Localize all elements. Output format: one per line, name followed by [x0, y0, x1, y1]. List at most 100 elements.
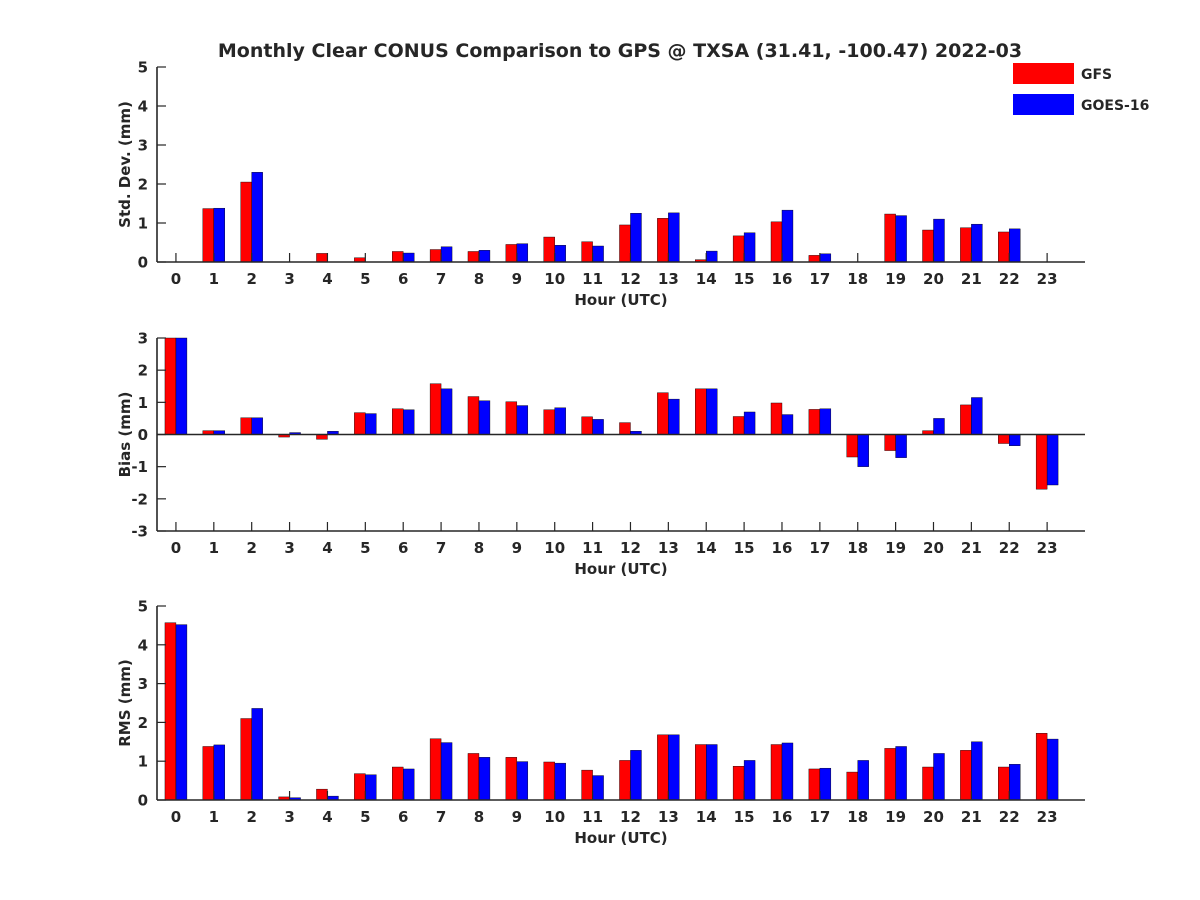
bar-gfs-hour-22: [998, 766, 1010, 801]
x-tick-label: 14: [696, 539, 717, 557]
x-tick-label: 4: [322, 270, 332, 288]
y-tick-label: 1: [138, 394, 148, 412]
bar-gfs-hour-2: [240, 718, 252, 801]
bar-goes-16-hour-11: [592, 245, 604, 263]
bar-goes-16-hour-1: [213, 207, 226, 263]
bar-gfs-hour-9: [505, 244, 518, 263]
bar-goes-16-hour-16: [781, 742, 794, 801]
x-tick-label: 11: [582, 808, 603, 826]
bar-gfs-hour-12: [619, 224, 631, 263]
y-tick-label: -3: [131, 523, 148, 541]
bar-gfs-hour-5: [354, 773, 366, 801]
bar-goes-16-hour-20: [933, 753, 945, 801]
bar-gfs-hour-20: [922, 229, 934, 263]
bar-goes-16-hour-21: [971, 223, 983, 263]
bar-gfs-hour-11: [581, 416, 593, 435]
bar-gfs-hour-12: [619, 422, 631, 435]
x-tick-label: 18: [847, 539, 868, 557]
y-axis-label: Std. Dev. (mm): [116, 101, 134, 228]
x-tick-label: 23: [1037, 539, 1058, 557]
bar-gfs-hour-21: [960, 404, 972, 435]
bar-goes-16-hour-20: [933, 418, 945, 435]
x-tick-label: 4: [322, 539, 332, 557]
bar-goes-16-hour-15: [743, 232, 756, 263]
bar-gfs-hour-6: [392, 408, 404, 435]
bar-gfs-hour-10: [543, 409, 555, 435]
bar-goes-16-hour-22: [1009, 434, 1021, 446]
x-tick-label: 7: [436, 270, 446, 288]
x-tick-label: 12: [620, 270, 641, 288]
bar-goes-16-hour-20: [933, 218, 945, 263]
x-tick-label: 0: [171, 808, 181, 826]
y-tick-label: 5: [138, 598, 148, 616]
bar-gfs-hour-13: [657, 218, 669, 263]
bar-goes-16-hour-7: [440, 246, 453, 263]
x-tick-label: 19: [885, 270, 906, 288]
bar-gfs-hour-22: [998, 434, 1010, 444]
bar-gfs-hour-10: [543, 761, 555, 801]
bar-gfs-hour-10: [543, 236, 555, 263]
legend-label-gfs: GFS: [1081, 67, 1112, 83]
x-tick-label: 3: [284, 539, 294, 557]
bar-goes-16-hour-5: [365, 774, 377, 801]
bar-goes-16-hour-16: [781, 414, 794, 435]
bar-goes-16-hour-2: [251, 708, 263, 801]
bar-gfs-hour-15: [732, 766, 745, 801]
bar-gfs-hour-4: [316, 253, 328, 263]
bar-gfs-hour-15: [732, 235, 745, 263]
bar-goes-16-hour-7: [440, 388, 453, 435]
bar-gfs-hour-11: [581, 241, 593, 263]
bar-gfs-hour-7: [429, 738, 442, 801]
y-tick-label: 1: [138, 215, 148, 233]
bar-goes-16-hour-23: [1046, 434, 1059, 486]
bar-gfs-hour-1: [202, 208, 215, 263]
x-tick-label: 8: [474, 808, 484, 826]
x-tick-label: 9: [512, 539, 522, 557]
bar-goes-16-hour-13: [668, 398, 680, 435]
bar-gfs-hour-9: [505, 757, 518, 801]
bar-gfs-hour-2: [240, 181, 252, 263]
bar-goes-16-hour-10: [554, 407, 566, 435]
bar-goes-16-hour-0: [175, 624, 188, 801]
bar-goes-16-hour-14: [706, 250, 718, 263]
bar-gfs-hour-5: [354, 412, 366, 435]
bar-goes-16-hour-18: [857, 760, 869, 801]
y-tick-label: 0: [138, 792, 148, 810]
y-tick-label: -1: [131, 458, 148, 476]
bar-goes-16-hour-6: [403, 252, 415, 263]
bar-goes-16-hour-0: [175, 337, 188, 435]
bar-goes-16-hour-14: [706, 388, 718, 435]
y-tick-label: -2: [131, 490, 148, 508]
legend-swatch-goes-16: [1013, 94, 1074, 115]
x-tick-label: 17: [809, 270, 830, 288]
x-tick-label: 19: [885, 808, 906, 826]
bar-gfs-hour-7: [429, 249, 442, 263]
bar-gfs-hour-21: [960, 750, 972, 801]
bar-gfs-hour-13: [657, 734, 669, 801]
x-axis-label: Hour (UTC): [574, 829, 667, 847]
bar-goes-16-hour-9: [516, 243, 529, 263]
x-tick-label: 15: [734, 539, 755, 557]
x-tick-label: 13: [658, 270, 679, 288]
bar-goes-16-hour-12: [630, 213, 642, 263]
bar-goes-16-hour-23: [1046, 738, 1059, 801]
bar-goes-16-hour-10: [554, 762, 566, 801]
bar-gfs-hour-0: [164, 337, 177, 435]
bar-gfs-hour-16: [770, 402, 783, 435]
bar-gfs-hour-19: [884, 434, 896, 451]
x-tick-label: 11: [582, 539, 603, 557]
x-tick-label: 1: [209, 539, 219, 557]
bar-goes-16-hour-5: [365, 413, 377, 435]
bar-gfs-hour-6: [392, 766, 404, 801]
x-tick-label: 17: [809, 539, 830, 557]
y-tick-label: 3: [138, 137, 148, 155]
x-tick-label: 10: [544, 270, 565, 288]
y-tick-label: 4: [138, 98, 148, 116]
y-axis-label: Bias (mm): [116, 392, 134, 478]
bar-goes-16-hour-8: [478, 400, 491, 435]
x-tick-label: 14: [696, 808, 717, 826]
bar-goes-16-hour-1: [213, 744, 226, 801]
x-tick-label: 1: [209, 270, 219, 288]
